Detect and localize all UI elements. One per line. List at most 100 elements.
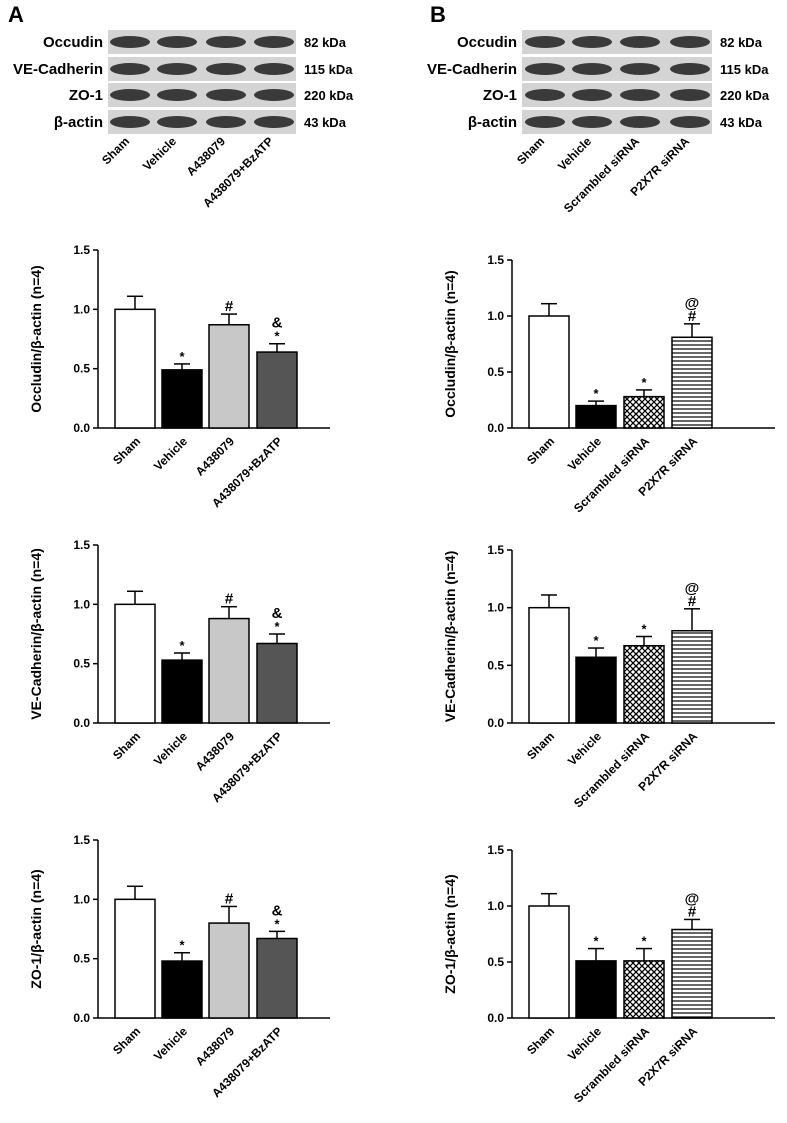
y-tick-label: 1.0 (487, 899, 504, 913)
y-axis-label: ZO-1/β-actin (n=4) (28, 869, 44, 988)
y-tick-label: 1.0 (487, 309, 504, 323)
bar-chart: 0.0 0.5 1.0 1.5 VE-Cadherin/β-actin (n=4) Sha… (28, 538, 330, 805)
blot-band (572, 63, 612, 75)
bar-chart: 0.0 0.5 1.0 1.5 VE-Cadherin/β-actin (n=4) Sha… (442, 543, 775, 810)
significance-mark: @ (685, 580, 700, 597)
x-tick-label: A438079 (193, 434, 238, 479)
blot-band (525, 116, 565, 128)
x-tick-label: Sham (110, 434, 143, 467)
y-axis-label: Occludin/β-actin (n=4) (28, 265, 44, 412)
size-label: 43 kDa (304, 115, 347, 130)
size-label: 115 kDa (720, 62, 769, 77)
blot-band (525, 63, 565, 75)
significance-mark: * (274, 619, 280, 634)
size-label: 82 kDa (304, 35, 347, 50)
blot-band (157, 36, 197, 48)
size-label: 220 kDa (304, 88, 354, 103)
significance-mark: * (641, 375, 647, 390)
y-tick-label: 0.5 (73, 952, 90, 966)
significance-mark: * (593, 633, 599, 648)
bar-chart: 0.0 0.5 1.0 1.5 Occludin/β-actin (n=4) Sham * V… (442, 253, 775, 515)
y-tick-label: 1.5 (487, 843, 504, 857)
y-tick-label: 0.0 (487, 716, 504, 730)
bar-chart: 0.0 0.5 1.0 1.5 ZO-1/β-actin (n=4) Sham * Vehic… (28, 833, 330, 1100)
bar (575, 960, 617, 1019)
significance-mark: * (641, 622, 647, 637)
bar-chart: 0.0 0.5 1.0 1.5 ZO-1/β-actin (n=4) Sham * Vehic… (442, 843, 775, 1105)
y-tick-label: 0.5 (73, 657, 90, 671)
significance-mark: # (688, 593, 697, 610)
significance-mark: # (688, 903, 697, 920)
lane-label: Vehicle (555, 134, 594, 173)
significance-mark: # (225, 890, 234, 907)
bar (575, 656, 617, 724)
blot-band (670, 89, 710, 101)
significance-mark: @ (685, 295, 700, 312)
y-tick-label: 1.5 (487, 253, 504, 267)
significance-mark: * (274, 916, 280, 931)
protein-label: ZO-1 (69, 87, 103, 104)
lane-label: A438079 (184, 134, 229, 179)
size-label: 220 kDa (720, 88, 770, 103)
bar (208, 617, 250, 724)
y-tick-label: 1.0 (487, 601, 504, 615)
y-tick-label: 0.0 (487, 421, 504, 435)
y-tick-label: 0.0 (487, 1011, 504, 1025)
significance-mark: # (688, 308, 697, 325)
y-tick-label: 1.5 (73, 538, 90, 552)
blot-band (572, 36, 612, 48)
y-axis-label: VE-Cadherin/β-actin (n=4) (442, 551, 458, 723)
blot-band (620, 89, 660, 101)
protein-label: ZO-1 (483, 87, 517, 104)
x-tick-label: Sham (110, 729, 143, 762)
blot-band (670, 63, 710, 75)
blot-band (572, 89, 612, 101)
y-tick-label: 0.5 (487, 658, 504, 672)
y-tick-label: 1.0 (73, 597, 90, 611)
significance-mark: * (274, 329, 280, 344)
blot-band (254, 89, 294, 101)
y-tick-label: 0.5 (487, 365, 504, 379)
bar (528, 315, 570, 429)
bar (671, 336, 713, 429)
blot-band (670, 36, 710, 48)
y-axis-label: ZO-1/β-actin (n=4) (442, 874, 458, 993)
y-axis-label: VE-Cadherin/β-actin (n=4) (28, 548, 44, 720)
lane-label: Vehicle (140, 134, 179, 173)
blot-band (157, 116, 197, 128)
blot-band (206, 36, 246, 48)
y-tick-label: 1.5 (73, 833, 90, 847)
size-label: 43 kDa (720, 115, 763, 130)
bar (623, 960, 665, 1019)
bar (623, 644, 665, 724)
x-tick-label: Sham (110, 1024, 143, 1057)
y-tick-label: 1.0 (73, 302, 90, 316)
blot-band (254, 63, 294, 75)
bar (623, 395, 665, 429)
significance-mark: & (272, 605, 283, 622)
x-tick-label: Vehicle (151, 434, 190, 473)
blot-band (572, 116, 612, 128)
blot-band (254, 116, 294, 128)
bar (528, 606, 570, 724)
y-tick-label: 0.0 (73, 421, 90, 435)
bar (671, 629, 713, 724)
bar (114, 898, 156, 1019)
significance-mark: # (225, 298, 234, 315)
y-tick-label: 0.0 (73, 1011, 90, 1025)
significance-mark: & (272, 315, 283, 332)
y-tick-label: 1.5 (73, 243, 90, 257)
bar (161, 960, 203, 1019)
y-tick-label: 0.5 (73, 362, 90, 376)
bar (256, 937, 298, 1019)
significance-mark: * (641, 934, 647, 949)
bar (114, 308, 156, 429)
protein-label: VE-Cadherin (13, 61, 103, 78)
blot-band (620, 63, 660, 75)
panel-letter: A (8, 2, 24, 27)
bar (161, 659, 203, 724)
y-axis-label: Occludin/β-actin (n=4) (442, 270, 458, 417)
significance-mark: * (593, 386, 599, 401)
bar (114, 603, 156, 724)
